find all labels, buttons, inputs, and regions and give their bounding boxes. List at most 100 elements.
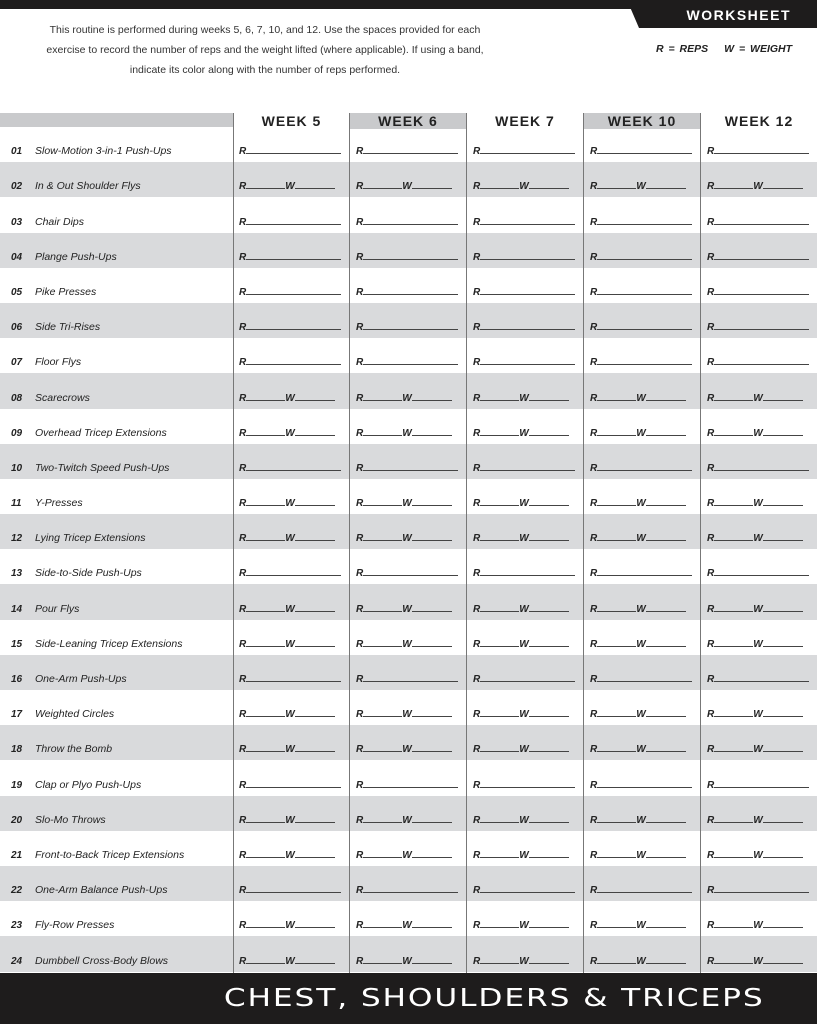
weight-input-line[interactable] [528, 744, 569, 753]
reps-input-line[interactable] [363, 674, 459, 682]
reps-input-line[interactable] [363, 463, 459, 471]
reps-input-line[interactable] [246, 322, 342, 331]
entry-cell[interactable]: R [473, 217, 576, 228]
entry-cell[interactable]: R [707, 674, 810, 685]
reps-input-line[interactable] [363, 709, 403, 718]
weight-input-line[interactable] [762, 498, 803, 507]
entry-cell[interactable]: R [590, 674, 693, 685]
reps-input-line[interactable] [714, 146, 810, 155]
weight-input-line[interactable] [762, 744, 803, 753]
reps-input-line[interactable] [246, 428, 286, 436]
reps-input-line[interactable] [597, 498, 637, 507]
weight-input-line[interactable] [294, 181, 335, 190]
weight-input-line[interactable] [528, 533, 569, 542]
weight-input-line[interactable] [528, 428, 569, 436]
weight-input-line[interactable] [645, 428, 686, 436]
entry-cell[interactable]: R [590, 885, 693, 896]
reps-input-line[interactable] [597, 463, 693, 471]
reps-input-line[interactable] [714, 674, 810, 682]
reps-input-line[interactable] [714, 322, 810, 331]
entry-cell[interactable]: R [356, 252, 459, 263]
entry-cell[interactable]: R [473, 568, 576, 579]
entry-cell[interactable]: R [239, 568, 342, 579]
reps-input-line[interactable] [714, 428, 754, 436]
reps-input-line[interactable] [480, 181, 520, 190]
reps-input-line[interactable] [363, 287, 459, 295]
reps-input-line[interactable] [714, 393, 754, 401]
weight-input-line[interactable] [528, 604, 569, 612]
weight-input-line[interactable] [411, 533, 452, 542]
reps-input-line[interactable] [246, 463, 342, 471]
reps-input-line[interactable] [597, 920, 637, 929]
reps-input-line[interactable] [246, 287, 342, 295]
reps-input-line[interactable] [363, 604, 403, 612]
entry-cell[interactable]: R [707, 217, 810, 228]
weight-input-line[interactable] [294, 604, 335, 612]
weight-input-line[interactable] [645, 744, 686, 753]
entry-cell[interactable]: R [239, 674, 342, 685]
reps-input-line[interactable] [714, 956, 754, 964]
reps-input-line[interactable] [480, 463, 576, 471]
entry-cell[interactable]: R [707, 146, 810, 157]
reps-input-line[interactable] [363, 744, 403, 753]
entry-cell[interactable]: R [473, 674, 576, 685]
weight-input-line[interactable] [411, 639, 452, 647]
reps-input-line[interactable] [597, 885, 693, 894]
entry-cell[interactable]: R [239, 252, 342, 263]
entry-cell[interactable]: R [239, 463, 342, 474]
weight-input-line[interactable] [762, 956, 803, 964]
entry-cell[interactable]: R [356, 357, 459, 368]
weight-input-line[interactable] [411, 709, 452, 718]
weight-input-line[interactable] [528, 815, 569, 823]
reps-input-line[interactable] [597, 146, 693, 155]
reps-input-line[interactable] [246, 393, 286, 401]
entry-cell[interactable]: R [707, 357, 810, 368]
weight-input-line[interactable] [645, 956, 686, 964]
weight-input-line[interactable] [528, 920, 569, 929]
entry-cell[interactable]: R [239, 357, 342, 368]
reps-input-line[interactable] [597, 850, 637, 858]
entry-cell[interactable]: R [473, 463, 576, 474]
reps-input-line[interactable] [363, 815, 403, 823]
entry-cell[interactable]: R [590, 217, 693, 228]
entry-cell[interactable]: R [356, 674, 459, 685]
reps-input-line[interactable] [246, 568, 342, 577]
reps-input-line[interactable] [363, 428, 403, 436]
reps-input-line[interactable] [480, 322, 576, 331]
reps-input-line[interactable] [597, 533, 637, 542]
weight-input-line[interactable] [294, 498, 335, 507]
entry-cell[interactable]: R [590, 252, 693, 263]
reps-input-line[interactable] [714, 217, 810, 225]
reps-input-line[interactable] [246, 217, 342, 225]
reps-input-line[interactable] [714, 780, 810, 788]
weight-input-line[interactable] [645, 498, 686, 507]
reps-input-line[interactable] [480, 533, 520, 542]
entry-cell[interactable]: R [239, 146, 342, 157]
reps-input-line[interactable] [714, 709, 754, 718]
reps-input-line[interactable] [714, 568, 810, 577]
entry-cell[interactable]: R [239, 322, 342, 333]
reps-input-line[interactable] [363, 639, 403, 647]
reps-input-line[interactable] [480, 815, 520, 823]
reps-input-line[interactable] [246, 533, 286, 542]
reps-input-line[interactable] [714, 850, 754, 858]
reps-input-line[interactable] [363, 252, 459, 260]
